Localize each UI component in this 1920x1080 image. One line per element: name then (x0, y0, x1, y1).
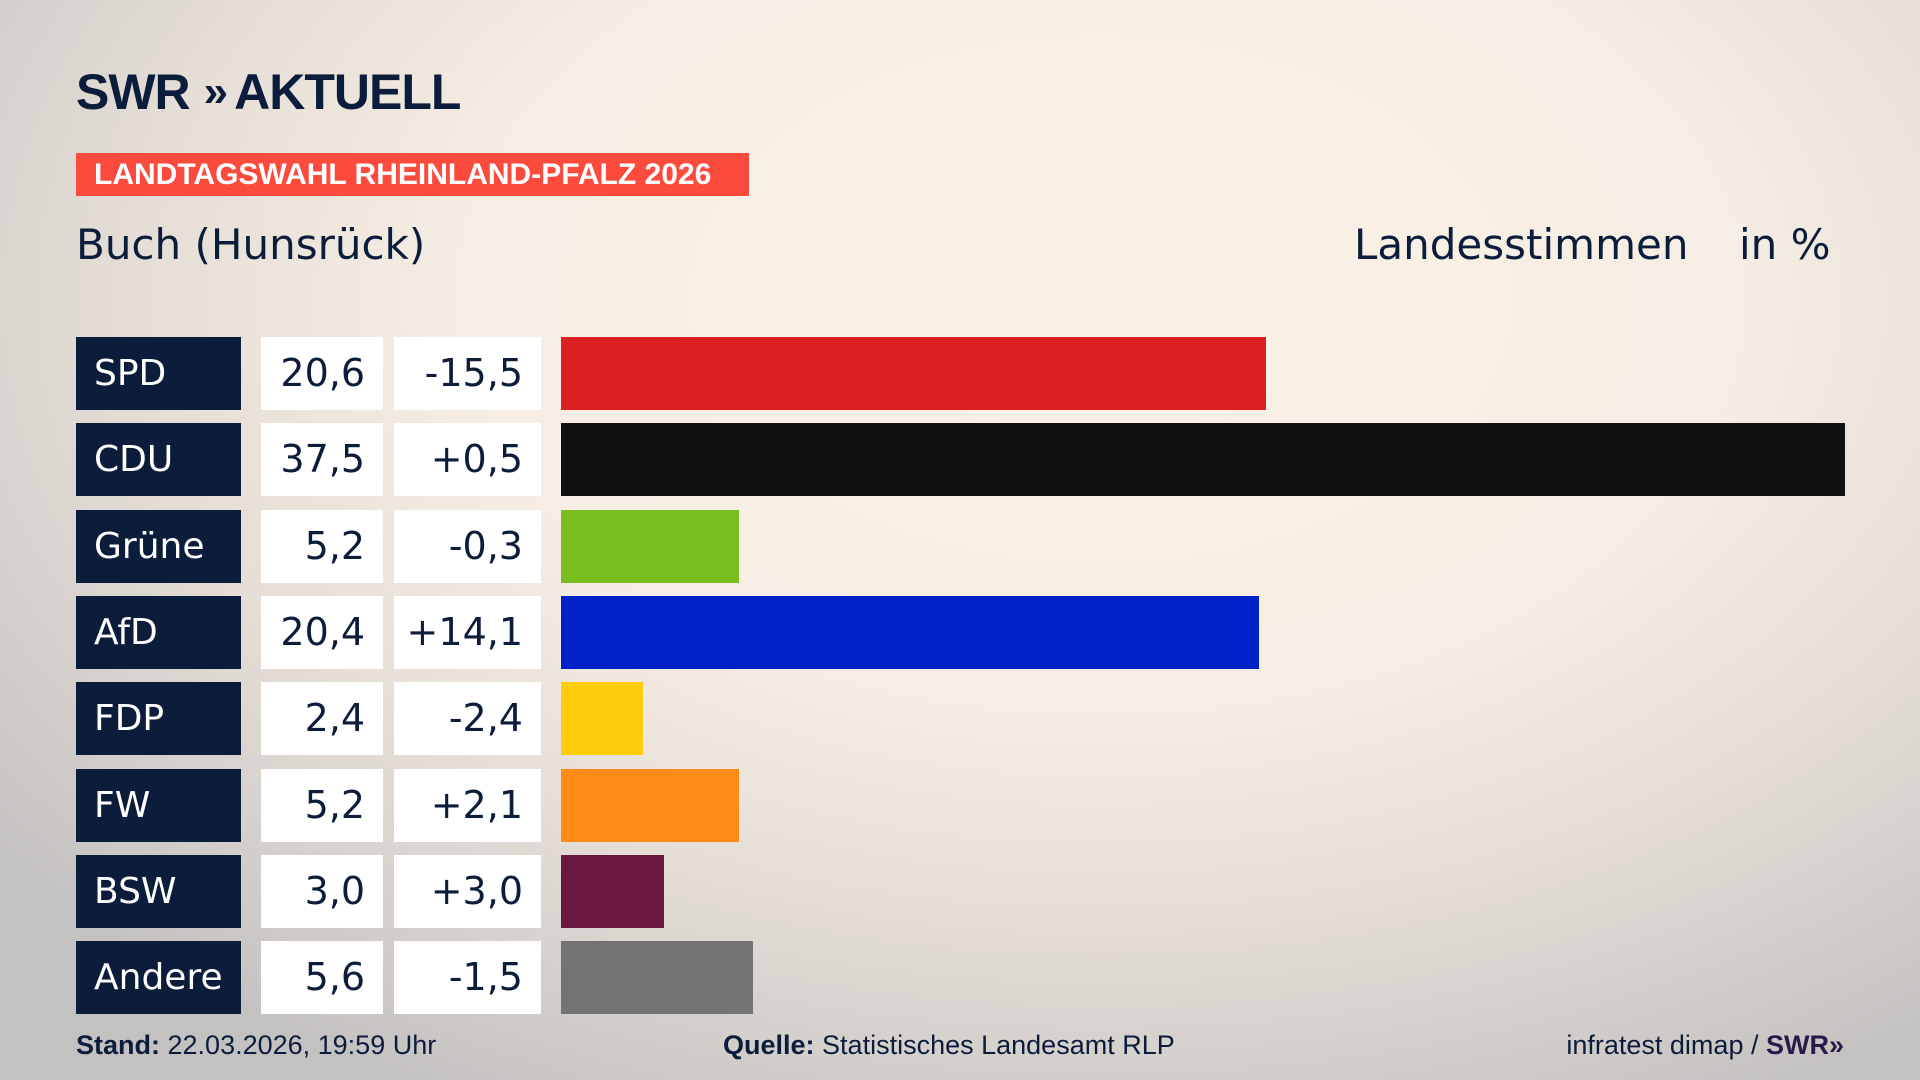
value-label: 5,6 (261, 941, 383, 1015)
place-title: Buch (Hunsrück) (76, 220, 426, 269)
diff-label: -0,3 (394, 509, 541, 583)
credit-info: infratest dimap / SWR» (1566, 1030, 1844, 1061)
diff-label: +3,0 (394, 854, 541, 928)
value-label: 5,2 (261, 509, 383, 583)
diff-label: -2,4 (394, 682, 541, 756)
bar-fdp (561, 682, 644, 756)
stand-info: Stand: 22.03.2026, 19:59 Uhr (76, 1030, 436, 1061)
party-label: SPD (76, 337, 241, 410)
metric-label: Landesstimmen (1354, 220, 1689, 269)
party-label: Andere (76, 941, 241, 1015)
diff-label: +2,1 (394, 768, 541, 842)
bar-grüne (561, 509, 740, 583)
party-label: CDU (76, 423, 241, 497)
logo-swr: SWR (76, 64, 191, 120)
source-label: Quelle: (723, 1030, 815, 1060)
value-label: 37,5 (261, 423, 383, 497)
diff-label: -1,5 (394, 941, 541, 1015)
party-label: Grüne (76, 509, 241, 583)
value-label: 20,6 (261, 337, 383, 410)
swr-aktuell-logo: SWR» AKTUELL (76, 64, 461, 120)
diff-label: -15,5 (394, 337, 541, 410)
party-label: AfD (76, 595, 241, 669)
stand-label: Stand: (76, 1030, 160, 1060)
party-label: BSW (76, 854, 241, 928)
bar-afd (561, 595, 1260, 669)
logo-aktuell: AKTUELL (234, 64, 461, 120)
value-label: 5,2 (261, 768, 383, 842)
party-label: FW (76, 768, 241, 842)
swr-small-logo: SWR» (1765, 1030, 1844, 1060)
party-label: FDP (76, 682, 241, 756)
bar-cdu (561, 423, 1845, 497)
diff-label: +14,1 (394, 595, 541, 669)
unit-label: in % (1739, 220, 1831, 269)
credit-text: infratest dimap / (1566, 1030, 1759, 1060)
bar-spd (561, 337, 1267, 410)
value-label: 2,4 (261, 682, 383, 756)
bar-bsw (561, 854, 664, 928)
value-label: 20,4 (261, 595, 383, 669)
diff-label: +0,5 (394, 423, 541, 497)
stand-value: 22.03.2026, 19:59 Uhr (167, 1030, 437, 1060)
source-value: Statistisches Landesamt RLP (822, 1030, 1175, 1060)
bar-andere (561, 941, 753, 1015)
logo-arrows-icon: » (203, 67, 229, 116)
bar-fw (561, 768, 740, 842)
source-info: Quelle: Statistisches Landesamt RLP (723, 1030, 1175, 1061)
election-banner: LANDTAGSWAHL RHEINLAND-PFALZ 2026 (76, 153, 749, 196)
value-label: 3,0 (261, 854, 383, 928)
